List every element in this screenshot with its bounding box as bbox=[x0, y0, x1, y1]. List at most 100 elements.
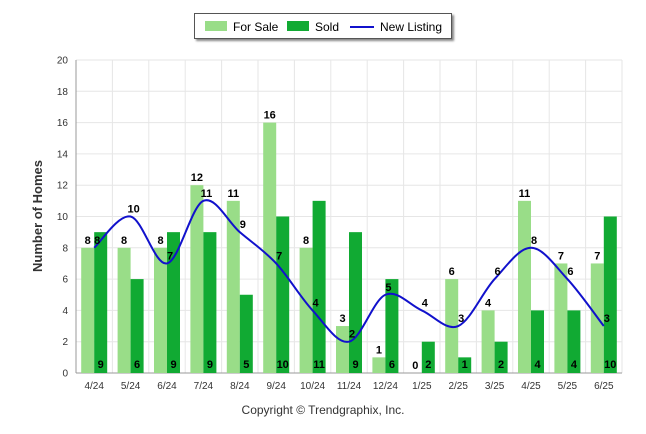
sold-bar bbox=[349, 232, 362, 373]
sold-value-label: 9 bbox=[352, 359, 358, 371]
x-tick-label: 6/25 bbox=[594, 381, 614, 392]
new-listing-value-label: 8 bbox=[94, 235, 100, 247]
new-listing-swatch bbox=[350, 26, 374, 28]
legend-label-for-sale: For Sale bbox=[233, 20, 279, 34]
for-sale-bar bbox=[518, 200, 531, 373]
new-listing-value-label: 6 bbox=[495, 266, 501, 278]
for-sale-value-label: 0 bbox=[412, 360, 418, 372]
y-tick-label: 10 bbox=[57, 212, 69, 223]
for-sale-value-label: 11 bbox=[519, 188, 531, 200]
sold-bar bbox=[421, 341, 435, 373]
new-listing-value-label: 4 bbox=[313, 297, 320, 309]
for-sale-value-label: 8 bbox=[303, 235, 309, 247]
y-tick-label: 18 bbox=[57, 87, 69, 98]
y-tick-label: 6 bbox=[62, 275, 68, 286]
new-listing-value-label: 3 bbox=[604, 313, 610, 325]
for-sale-value-label: 8 bbox=[157, 235, 163, 247]
for-sale-value-label: 12 bbox=[191, 172, 203, 184]
sold-bar bbox=[567, 310, 581, 373]
sold-value-label: 2 bbox=[498, 359, 504, 371]
sold-bar bbox=[312, 200, 326, 373]
for-sale-bar bbox=[226, 200, 240, 373]
for-sale-value-label: 3 bbox=[339, 313, 345, 325]
new-listing-value-label: 2 bbox=[349, 329, 355, 341]
sold-value-label: 9 bbox=[170, 359, 176, 371]
x-tick-label: 3/25 bbox=[485, 381, 505, 392]
x-tick-label: 9/24 bbox=[266, 381, 286, 392]
y-tick-label: 4 bbox=[62, 306, 68, 317]
for-sale-value-label: 4 bbox=[485, 297, 492, 309]
x-tick-label: 4/24 bbox=[84, 381, 104, 392]
x-tick-label: 1/25 bbox=[412, 381, 432, 392]
new-listing-value-label: 8 bbox=[531, 235, 537, 247]
x-tick-label: 2/25 bbox=[448, 381, 468, 392]
for-sale-bar bbox=[154, 247, 167, 373]
sold-value-label: 9 bbox=[98, 359, 104, 371]
y-tick-label: 12 bbox=[57, 181, 69, 192]
y-axis-label: Number of Homes bbox=[30, 160, 45, 272]
sold-value-label: 10 bbox=[604, 359, 616, 371]
new-listing-value-label: 4 bbox=[422, 297, 429, 309]
for-sale-value-label: 16 bbox=[264, 110, 276, 122]
sold-value-label: 10 bbox=[277, 359, 289, 371]
new-listing-value-label: 3 bbox=[458, 313, 464, 325]
new-listing-value-label: 10 bbox=[127, 204, 139, 216]
legend-label-sold: Sold bbox=[315, 20, 340, 34]
for-sale-bar bbox=[554, 263, 568, 373]
for-sale-bar bbox=[481, 310, 495, 373]
sold-value-label: 4 bbox=[534, 359, 541, 371]
x-tick-label: 8/24 bbox=[230, 381, 250, 392]
sold-bar bbox=[203, 232, 217, 373]
sold-swatch bbox=[287, 21, 309, 31]
sold-bar bbox=[458, 357, 472, 373]
x-tick-label: 5/25 bbox=[558, 381, 578, 392]
for-sale-value-label: 7 bbox=[558, 250, 564, 262]
new-listing-value-label: 11 bbox=[201, 188, 213, 200]
sold-bar bbox=[130, 279, 144, 373]
for-sale-bar bbox=[117, 247, 131, 373]
sold-value-label: 1 bbox=[462, 359, 468, 371]
x-tick-label: 11/24 bbox=[337, 381, 362, 392]
x-tick-label: 5/24 bbox=[121, 381, 141, 392]
sold-bar bbox=[603, 216, 617, 373]
sold-bar bbox=[494, 341, 508, 373]
y-tick-label: 16 bbox=[57, 118, 69, 129]
sold-value-label: 4 bbox=[571, 359, 578, 371]
y-tick-label: 20 bbox=[57, 56, 69, 67]
sold-value-label: 5 bbox=[243, 359, 249, 371]
for-sale-bar bbox=[299, 247, 313, 373]
y-tick-label: 2 bbox=[62, 337, 68, 348]
new-listing-value-label: 9 bbox=[240, 219, 246, 231]
new-listing-value-label: 6 bbox=[567, 266, 573, 278]
copyright-text: Copyright © Trendgraphix, Inc. bbox=[241, 403, 405, 417]
sold-value-label: 9 bbox=[207, 359, 213, 371]
for-sale-bar bbox=[372, 357, 386, 373]
sold-value-label: 6 bbox=[134, 359, 140, 371]
y-tick-label: 8 bbox=[62, 243, 68, 254]
for-sale-value-label: 1 bbox=[376, 344, 382, 356]
new-listing-series bbox=[93, 199, 605, 343]
for-sale-bar bbox=[190, 185, 204, 373]
for-sale-bar bbox=[336, 326, 349, 373]
for-sale-value-label: 6 bbox=[449, 266, 455, 278]
legend: For Sale Sold New Listing bbox=[194, 13, 452, 39]
x-tick-label: 4/25 bbox=[521, 381, 541, 392]
new-listing-line bbox=[93, 199, 605, 343]
for-sale-value-label: 11 bbox=[227, 188, 239, 200]
sold-value-label: 11 bbox=[313, 359, 325, 371]
for-sale-bar bbox=[263, 122, 277, 373]
for-sale-value-label: 7 bbox=[594, 250, 600, 262]
sold-bar bbox=[167, 232, 180, 373]
new-listing-value-label: 7 bbox=[276, 250, 282, 262]
x-tick-label: 12/24 bbox=[373, 381, 398, 392]
x-tick-label: 6/24 bbox=[157, 381, 177, 392]
for-sale-value-label: 8 bbox=[85, 235, 91, 247]
y-tick-label: 0 bbox=[62, 369, 68, 380]
sold-bar bbox=[531, 310, 544, 373]
x-tick-label: 7/24 bbox=[194, 381, 214, 392]
bars bbox=[81, 122, 617, 373]
for-sale-bar bbox=[81, 247, 95, 373]
sold-bar bbox=[385, 279, 399, 373]
